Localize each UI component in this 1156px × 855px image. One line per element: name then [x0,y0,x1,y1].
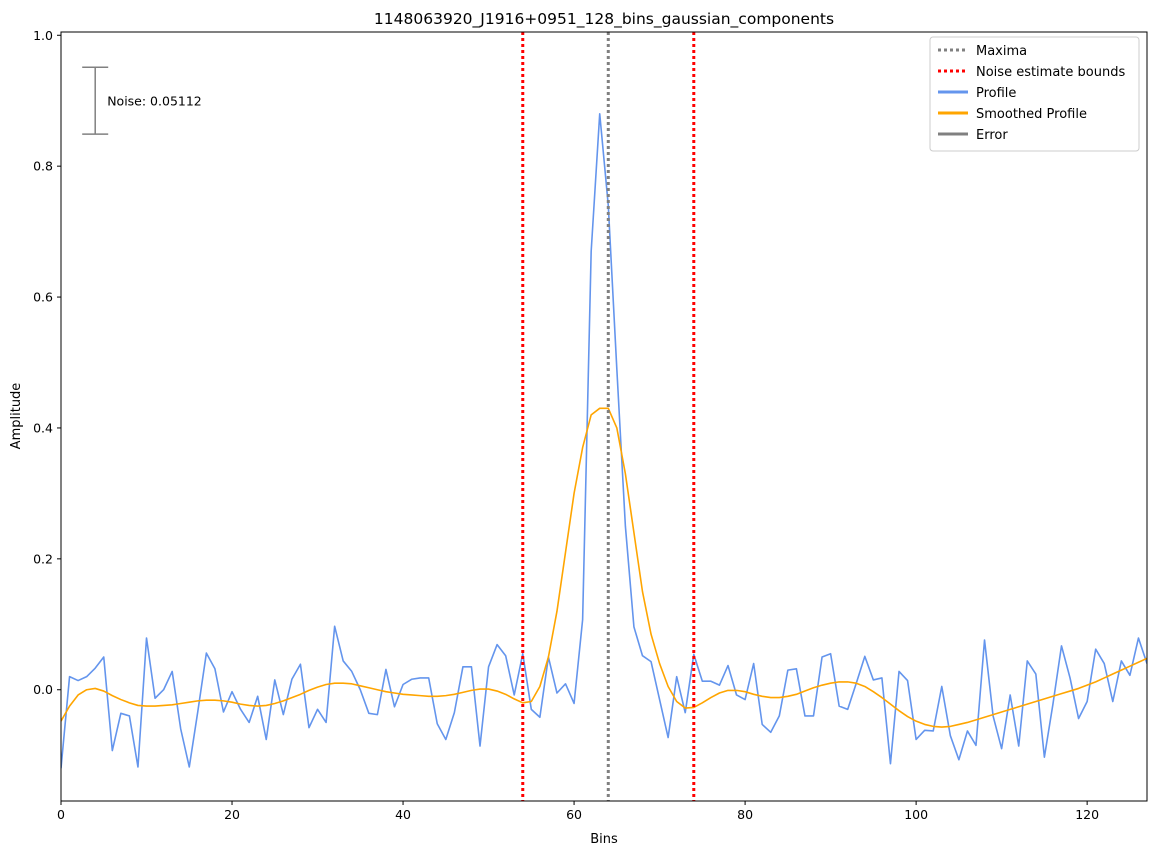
lines-layer [61,113,1147,769]
y-tick-label: 0.4 [33,420,53,435]
y-tick-label: 0.8 [33,159,53,174]
legend-label: Smoothed Profile [976,107,1087,122]
error-bar-label: Noise: 0.05112 [107,94,202,109]
x-tick-label: 40 [395,807,411,822]
vlines-layer [521,32,696,801]
series-line-profile [61,113,1147,769]
legend: Maxima Noise estimate bounds Profile Smooth… [929,36,1140,152]
legend-frame [929,36,1140,152]
legend-label: Maxima [976,44,1027,59]
x-axis-label: Bins [590,832,618,847]
series-line-smoothed-profile [61,407,1147,728]
legend-label: Error [976,128,1008,143]
plot-frame [60,31,1148,802]
x-tick-label: 100 [904,807,928,822]
x-tick-label: 20 [224,807,240,822]
x-tick-label: 0 [57,807,65,822]
y-tick-label: 0.2 [33,551,53,566]
x-axis-ticks: 0 20 40 60 80 100 120 [57,801,1099,822]
plot-area: Noise: 0.05112 [60,31,1148,802]
x-tick-label: 120 [1075,807,1099,822]
legend-label: Profile [976,86,1016,101]
x-tick-label: 80 [737,807,753,822]
legend-label: Noise estimate bounds [976,65,1125,80]
y-tick-label: 0.6 [33,290,53,305]
chart-title: 1148063920_J1916+0951_128_bins_gaussian_… [374,10,834,29]
y-axis-ticks: 0.0 0.2 0.4 0.6 0.8 1.0 [33,28,61,697]
x-tick-label: 60 [566,807,582,822]
y-tick-label: 0.0 [33,682,53,697]
y-tick-label: 1.0 [33,28,53,43]
y-axis-label: Amplitude [9,383,24,450]
errorbar-layer: Noise: 0.05112 [82,66,202,135]
